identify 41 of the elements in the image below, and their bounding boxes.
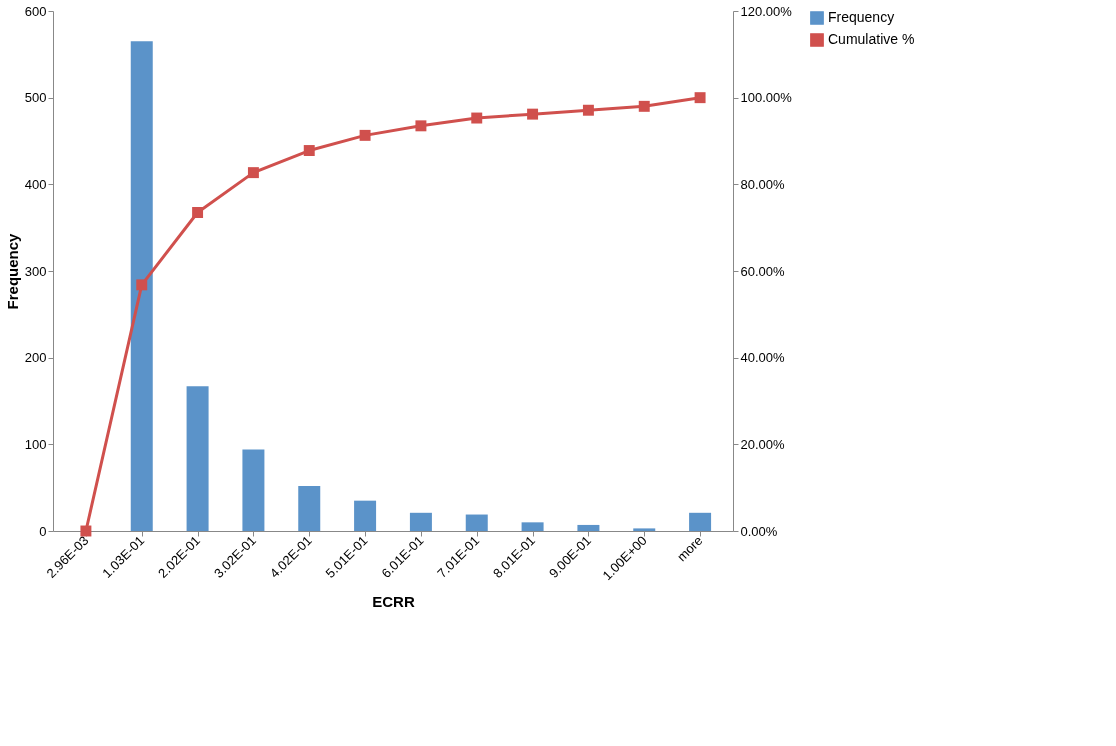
y2-tick-label: 0.00% [740,523,778,539]
point [471,112,483,124]
y2-tick-label: 100.00% [740,90,793,106]
y2-tick-label: 120.00% [740,3,793,19]
point [415,120,427,132]
y-tick-label: 500 [24,90,47,106]
bar [298,485,321,531]
bar [354,500,377,531]
point [359,129,371,141]
legend-label: Frequency [828,9,895,25]
x-axis-title: ECRR [372,593,415,611]
y-tick-label: 0 [39,523,47,539]
y-tick-label: 600 [24,3,47,19]
y-tick-label: 100 [24,436,47,452]
legend-label: Cumulative % [828,31,915,47]
point [527,108,539,120]
bar [130,41,153,531]
bar [633,528,656,531]
bar [577,524,600,531]
bar [409,512,432,531]
y2-tick-label: 20.00% [740,436,786,452]
y2-tick-label: 80.00% [740,176,786,192]
bar [242,449,265,531]
bar [186,386,209,531]
y2-tick-label: 60.00% [740,263,786,279]
y-tick-label: 200 [24,350,47,366]
y-axis-title: Frequency [3,232,21,310]
point [303,145,315,157]
point [694,92,706,104]
y-tick-label: 400 [24,176,47,192]
point [136,279,148,291]
bar [465,514,488,531]
point [80,525,92,537]
bar [689,512,712,531]
point [192,207,204,218]
y-tick-label: 300 [24,263,47,279]
y2-tick-label: 40.00% [740,350,786,366]
point [638,100,650,112]
point [247,167,259,179]
point [582,104,594,116]
bar [521,522,544,531]
